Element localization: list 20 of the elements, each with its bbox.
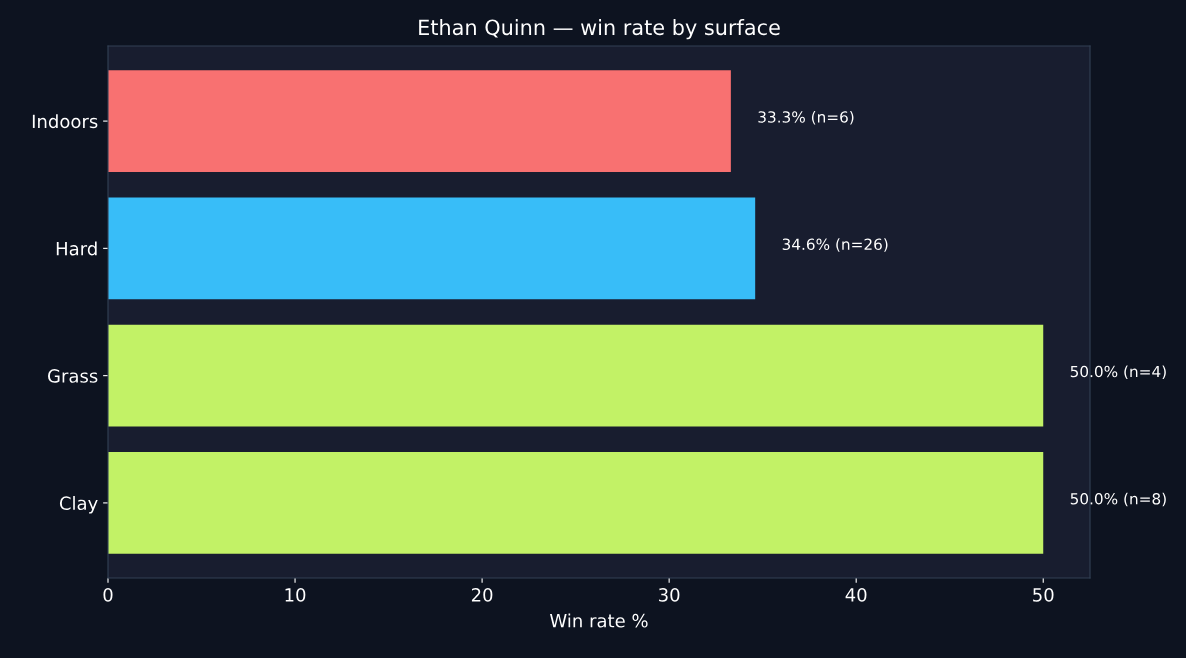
y-tick-label: Grass <box>48 369 98 383</box>
x-tick-label: 40 <box>845 588 867 602</box>
data-label: 50.0% (n=8) <box>1070 492 1166 507</box>
x-tick-label: 50 <box>1033 588 1054 602</box>
x-axis-title: Win rate % <box>549 613 648 628</box>
data-label: 33.3% (n=6) <box>758 110 854 125</box>
y-tick-label: Clay <box>59 496 98 514</box>
data-label: 50.0% (n=4) <box>1070 365 1166 380</box>
bar <box>108 70 731 172</box>
x-tick-label: 20 <box>471 588 493 602</box>
x-tick-label: 30 <box>659 588 680 602</box>
x-tick-label: 10 <box>285 588 306 602</box>
x-tick-label: 0 <box>103 588 113 602</box>
y-tick-label: Indoors <box>32 114 98 129</box>
chart-title: Ethan Quinn — win rate by surface <box>419 19 780 40</box>
y-tick-label: Hard <box>56 241 97 256</box>
bar <box>108 324 1044 427</box>
bar <box>108 197 756 300</box>
data-label: 34.6% (n=26) <box>782 238 888 252</box>
bar <box>108 452 1044 554</box>
